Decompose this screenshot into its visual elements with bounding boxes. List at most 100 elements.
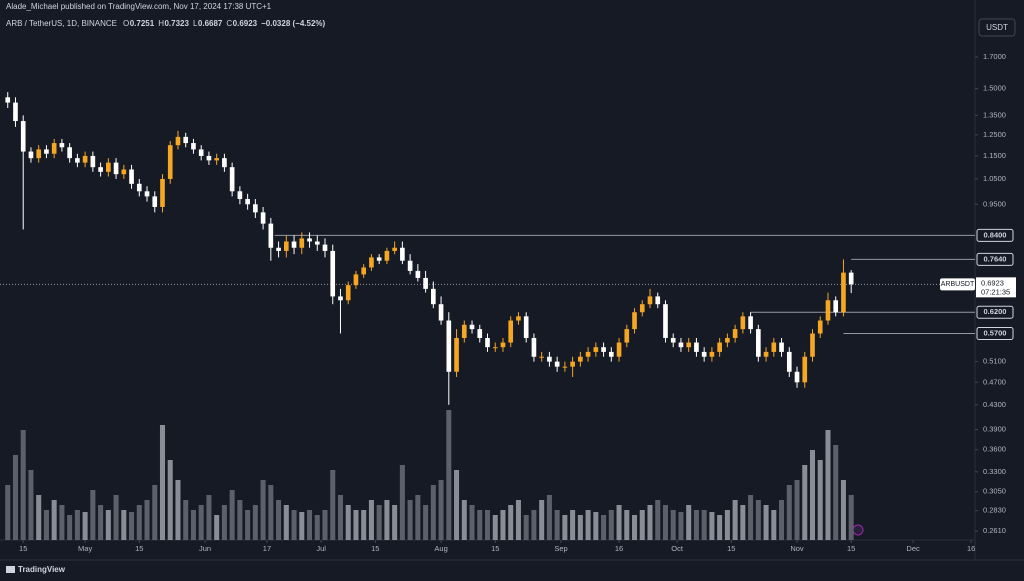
candle-body bbox=[299, 238, 305, 248]
candle-body bbox=[90, 155, 96, 168]
y-tick-label: 0.3300 bbox=[983, 467, 1006, 476]
candle-body bbox=[454, 337, 459, 372]
volume-bar bbox=[245, 510, 251, 540]
logo-mark bbox=[6, 566, 15, 573]
volume-bar bbox=[392, 505, 398, 540]
volume-bar bbox=[345, 505, 351, 540]
candle-body bbox=[701, 351, 707, 357]
candle-body bbox=[268, 223, 274, 248]
ohlc-value: 0.6923 bbox=[233, 19, 258, 28]
candle-body bbox=[616, 342, 622, 357]
candle-body bbox=[678, 342, 684, 348]
volume-bar bbox=[848, 495, 854, 540]
candle-body bbox=[113, 162, 119, 175]
candle-body bbox=[5, 97, 11, 103]
x-tick-label: 15 bbox=[135, 544, 143, 553]
candle-body bbox=[191, 143, 196, 150]
candle-body bbox=[779, 342, 784, 352]
candle-body bbox=[59, 143, 65, 148]
currency-label[interactable]: USDT bbox=[986, 23, 1008, 32]
volume-bar bbox=[190, 510, 196, 540]
candle-body bbox=[756, 329, 761, 357]
level-label-box bbox=[976, 252, 1014, 266]
currency-button[interactable] bbox=[978, 18, 1016, 37]
candle-body bbox=[694, 342, 699, 352]
candle-body bbox=[376, 257, 382, 261]
volume-bar bbox=[384, 500, 390, 540]
level-label-box bbox=[976, 228, 1014, 242]
candle-body bbox=[75, 158, 80, 163]
candle-body bbox=[632, 312, 637, 330]
candle-body bbox=[500, 342, 506, 348]
candle-body bbox=[322, 244, 328, 251]
candle-body bbox=[461, 324, 467, 338]
candle-body bbox=[245, 198, 250, 205]
volume-bar bbox=[632, 515, 638, 540]
candle-body bbox=[260, 212, 266, 224]
candle-body bbox=[144, 191, 150, 197]
volume-bar bbox=[252, 505, 258, 540]
candle-body bbox=[431, 288, 436, 305]
candle-body bbox=[276, 247, 281, 251]
volume-bar bbox=[748, 495, 754, 540]
candle-body bbox=[578, 356, 583, 362]
volume-bar bbox=[74, 510, 80, 540]
y-tick-label: 0.9500 bbox=[983, 199, 1006, 208]
x-tick-label: Nov bbox=[790, 544, 804, 553]
level-label: 0.8400 bbox=[984, 230, 1007, 239]
x-tick-label: Oct bbox=[671, 544, 684, 553]
volume-bar bbox=[724, 510, 730, 540]
volume-bar bbox=[113, 495, 119, 540]
ohlc-key: C bbox=[226, 19, 232, 28]
candle-body bbox=[307, 238, 312, 242]
y-tick-label: 1.3500 bbox=[983, 110, 1006, 119]
volume-bar bbox=[136, 505, 142, 540]
candle-body bbox=[82, 155, 88, 163]
volume-bar bbox=[175, 480, 181, 540]
candle-body bbox=[198, 149, 204, 156]
candle-body bbox=[841, 272, 846, 313]
y-tick-label: 0.4700 bbox=[983, 377, 1006, 386]
volume-bar bbox=[554, 510, 560, 540]
volume-bar bbox=[477, 510, 483, 540]
ohlc-value: 0.7323 bbox=[164, 19, 189, 28]
candle-body bbox=[446, 320, 452, 372]
candle-body bbox=[353, 274, 359, 286]
candle-body bbox=[314, 241, 320, 245]
candle-body bbox=[338, 296, 343, 301]
volume-bar bbox=[562, 515, 568, 540]
candle-body bbox=[106, 162, 111, 172]
volume-bar bbox=[28, 470, 34, 540]
volume-bar bbox=[570, 510, 576, 540]
volume-bar bbox=[376, 505, 382, 540]
candle-body bbox=[825, 300, 831, 321]
volume-bar bbox=[446, 410, 452, 540]
candle-body bbox=[585, 351, 591, 357]
volume-bar bbox=[307, 510, 313, 540]
volume-bar bbox=[438, 480, 444, 540]
level-label-box bbox=[976, 305, 1014, 319]
volume-bar bbox=[67, 515, 73, 540]
candle-body bbox=[384, 250, 390, 261]
brand: TradingView bbox=[18, 565, 66, 574]
candle-body bbox=[36, 149, 42, 159]
candle-body bbox=[438, 304, 444, 321]
y-tick-label: 1.1500 bbox=[983, 151, 1006, 160]
volume-bar bbox=[198, 505, 204, 540]
candle-body bbox=[794, 371, 800, 383]
last-price-label: 0.6923 bbox=[981, 278, 1004, 287]
last-price-box bbox=[976, 277, 1016, 298]
volume-bar bbox=[732, 500, 738, 540]
alert-icon[interactable] bbox=[852, 524, 864, 536]
volume-bar bbox=[771, 510, 777, 540]
volume-bar bbox=[693, 510, 699, 540]
volume-bar bbox=[809, 450, 816, 540]
volume-bar bbox=[283, 505, 289, 540]
volume-bar bbox=[5, 485, 11, 540]
candle-body bbox=[253, 204, 258, 213]
volume-bar bbox=[647, 505, 653, 540]
x-tick-label: Jun bbox=[199, 544, 211, 553]
volume-bar bbox=[368, 500, 374, 540]
volume-bar bbox=[500, 510, 506, 540]
candle-body bbox=[732, 329, 738, 338]
